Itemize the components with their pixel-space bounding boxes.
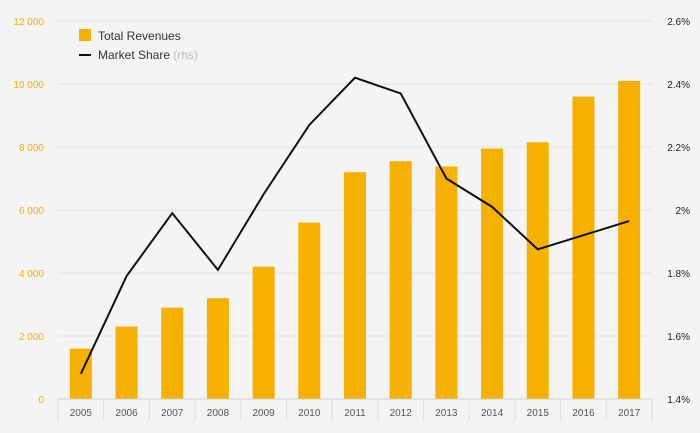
y-left-tick-label: 10 000 xyxy=(13,80,44,91)
x-tick-label: 2010 xyxy=(298,408,321,419)
y-left-tick-label: 6 000 xyxy=(19,206,44,217)
legend-swatch-total-revenues xyxy=(79,29,91,41)
y-right-tick-label: 1.4% xyxy=(667,395,690,406)
x-tick-label: 2006 xyxy=(115,408,138,419)
y-right-tick-label: 2.6% xyxy=(667,17,690,28)
line-market-share xyxy=(79,76,630,375)
bar-total-revenues xyxy=(206,298,229,399)
bar-total-revenues xyxy=(115,326,138,399)
x-tick-label: 2011 xyxy=(344,408,366,419)
bar-total-revenues xyxy=(252,266,275,399)
market-share-line xyxy=(79,76,630,375)
bar-total-revenues xyxy=(389,161,412,399)
y-right-tick-label: 2.2% xyxy=(667,143,690,154)
bar-total-revenues xyxy=(526,142,549,399)
legend-label-total-revenues: Total Revenues xyxy=(98,29,181,43)
y-left-tick-label: 0 xyxy=(38,395,44,406)
bar-total-revenues xyxy=(161,307,184,399)
bar-total-revenues xyxy=(618,80,641,399)
bar-total-revenues xyxy=(481,148,504,399)
x-tick-label: 2007 xyxy=(161,408,184,419)
revenue-bars xyxy=(69,80,641,399)
bar-total-revenues xyxy=(344,172,366,399)
y-left-tick-label: 8 000 xyxy=(19,143,44,154)
x-tick-label: 2005 xyxy=(70,408,93,419)
axes: 0 2 000 4 000 6 000 8 000 10 000 12 000 1.4% 1.6… xyxy=(13,17,690,421)
x-tick-label: 2008 xyxy=(207,408,230,419)
x-tick-label: 2015 xyxy=(527,408,550,419)
x-tick-label: 2009 xyxy=(252,408,275,419)
legend: Total Revenues Market Share (rhs) xyxy=(79,29,198,62)
x-tick-label: 2012 xyxy=(390,408,413,419)
bar-total-revenues xyxy=(572,96,595,399)
y-right-tick-label: 1.6% xyxy=(667,332,690,343)
x-tick-label: 2016 xyxy=(572,408,595,419)
bar-total-revenues xyxy=(298,222,321,399)
y-right-tick-label: 2.4% xyxy=(667,80,690,91)
legend-label-market-share: Market Share (rhs) xyxy=(98,48,198,62)
y-right-tick-label: 1.8% xyxy=(667,269,690,280)
bar-total-revenues xyxy=(435,166,458,399)
x-tick-label: 2017 xyxy=(618,408,641,419)
y-left-tick-label: 4 000 xyxy=(19,269,44,280)
y-left-tick-label: 2 000 xyxy=(19,332,44,343)
x-tick-label: 2014 xyxy=(481,408,504,419)
legend-label-rhs-note: (rhs) xyxy=(173,48,198,62)
y-left-tick-label: 12 000 xyxy=(13,17,44,28)
y-right-tick-label: 2% xyxy=(676,206,691,217)
x-tick-label: 2013 xyxy=(435,408,458,419)
